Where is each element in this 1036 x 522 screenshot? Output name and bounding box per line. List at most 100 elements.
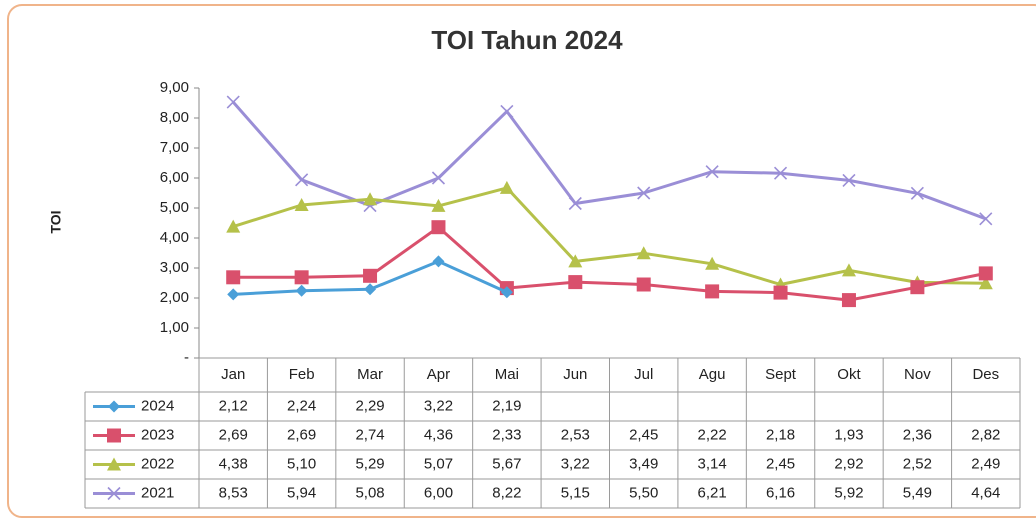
table-value: 2,19: [492, 397, 521, 414]
data-point: [294, 198, 309, 211]
table-value: 2,53: [561, 426, 590, 443]
table-value: 5,49: [903, 484, 932, 501]
data-point: [500, 104, 514, 118]
data-point: [568, 275, 583, 290]
y-tick-label: -: [184, 349, 189, 366]
table-value: 2,82: [971, 426, 1000, 443]
table-value: 8,22: [492, 484, 521, 501]
table-value: 4,38: [219, 455, 248, 472]
y-tick-label: 7,00: [160, 139, 189, 156]
data-point: [910, 280, 925, 295]
table-value: 3,22: [561, 455, 590, 472]
legend-label: 2023: [141, 426, 174, 443]
x-tick-label: Sept: [765, 366, 797, 383]
data-point: [705, 165, 719, 179]
table-value: 5,94: [287, 484, 316, 501]
data-point: [499, 180, 514, 194]
data-point: [431, 171, 446, 185]
data-point: [226, 95, 240, 109]
legend-label: 2022: [141, 455, 174, 472]
y-tick-label: 8,00: [160, 109, 189, 126]
data-point: [363, 192, 378, 206]
table-value: 5,07: [424, 455, 453, 472]
x-tick-label: Mar: [357, 366, 383, 383]
table-value: 2,49: [971, 455, 1000, 472]
table-value: 2,18: [766, 426, 795, 443]
legend-label: 2021: [141, 484, 174, 501]
data-point: [910, 186, 924, 200]
data-point: [295, 173, 309, 187]
legend-marker: [107, 457, 121, 471]
table-value: 3,22: [424, 397, 453, 414]
table-value: 2,45: [629, 426, 658, 443]
data-point: [295, 284, 308, 297]
table-value: 5,50: [629, 484, 658, 501]
y-axis-label: TOI: [48, 210, 64, 233]
legend-label: 2024: [141, 397, 174, 414]
table-value: 8,53: [219, 484, 248, 501]
y-tick-label: 6,00: [160, 169, 189, 186]
data-point: [226, 219, 241, 233]
data-point: [773, 166, 788, 180]
legend-marker: [108, 400, 120, 413]
table-value: 2,29: [355, 397, 384, 414]
x-tick-label: Des: [972, 366, 999, 383]
x-tick-label: Mai: [495, 366, 519, 383]
data-point: [226, 270, 241, 285]
x-tick-label: Agu: [699, 366, 726, 383]
table-value: 6,16: [766, 484, 795, 501]
table-value: 2,33: [492, 426, 521, 443]
y-tick-label: 2,00: [160, 289, 189, 306]
table-value: 6,00: [424, 484, 453, 501]
data-point: [432, 255, 445, 268]
x-tick-label: Jan: [221, 366, 245, 383]
x-tick-label: Feb: [289, 366, 315, 383]
table-value: 6,21: [698, 484, 727, 501]
x-tick-label: Jun: [563, 366, 587, 383]
table-value: 4,36: [424, 426, 453, 443]
data-point: [364, 283, 377, 296]
table-value: 2,69: [219, 426, 248, 443]
y-tick-label: 5,00: [160, 199, 189, 216]
table-value: 5,08: [355, 484, 384, 501]
x-tick-label: Jul: [634, 366, 653, 383]
data-point: [841, 293, 856, 308]
series-line: [232, 186, 986, 286]
table-value: 5,67: [492, 455, 521, 472]
table-value: 4,64: [971, 484, 1000, 501]
table-value: 5,15: [561, 484, 590, 501]
data-point: [431, 220, 446, 235]
data-point: [568, 254, 583, 268]
data-point: [841, 263, 856, 277]
table-value: 2,52: [903, 455, 932, 472]
series-line: [233, 225, 987, 302]
data-point: [978, 266, 993, 281]
table-value: 3,14: [698, 455, 727, 472]
table-value: 2,69: [287, 426, 316, 443]
data-point: [227, 288, 240, 301]
data-point: [978, 276, 993, 290]
table-value: 5,29: [355, 455, 384, 472]
data-point: [705, 256, 720, 270]
data-point: [637, 186, 651, 200]
x-tick-label: Apr: [427, 366, 450, 383]
y-tick-label: 4,00: [160, 229, 189, 246]
data-point: [431, 198, 446, 212]
data-point: [294, 270, 309, 285]
table-value: 2,92: [834, 455, 863, 472]
chart-title: TOI Tahun 2024: [431, 25, 623, 55]
table-value: 2,45: [766, 455, 795, 472]
table-value: 2,22: [698, 426, 727, 443]
data-point: [568, 196, 582, 211]
table-value: 5,10: [287, 455, 316, 472]
data-point: [363, 268, 378, 283]
table-value: 2,36: [903, 426, 932, 443]
legend-marker: [107, 428, 121, 443]
data-point: [636, 246, 651, 260]
chart-border: [7, 4, 1036, 518]
table-value: 2,74: [355, 426, 384, 443]
data-point: [773, 285, 788, 300]
table-value: 3,49: [629, 455, 658, 472]
y-tick-label: 9,00: [160, 79, 189, 96]
